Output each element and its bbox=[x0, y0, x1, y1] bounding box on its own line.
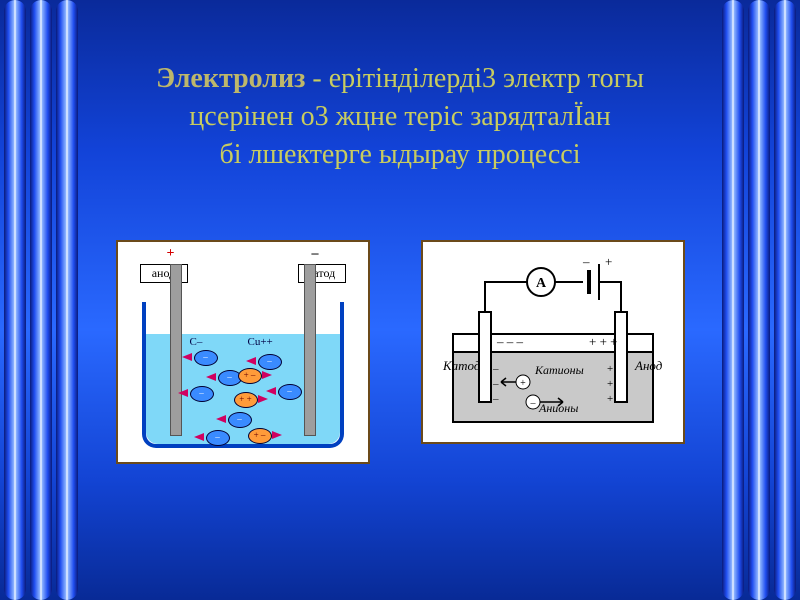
anode-signs: + + + bbox=[589, 334, 618, 349]
chloride-label: C– bbox=[190, 336, 203, 348]
curtain-pipe bbox=[56, 0, 78, 600]
curtain-pipe bbox=[30, 0, 52, 600]
circuit-svg: A – + – – – + + + Катод Анод Катионы Ани… bbox=[423, 242, 683, 442]
positive-ion: + – bbox=[248, 428, 272, 444]
cathode-rod bbox=[479, 312, 491, 402]
cathode-charges: – bbox=[492, 363, 499, 375]
wire-right bbox=[613, 282, 621, 312]
ion-arrow-left bbox=[194, 433, 204, 441]
ion-arrow-left bbox=[182, 353, 192, 361]
right-curtain bbox=[728, 0, 800, 600]
anion-sign: – bbox=[529, 398, 536, 409]
anode-charges: + bbox=[607, 363, 613, 375]
cathode-minus-sign: – bbox=[312, 246, 319, 262]
wire-left bbox=[485, 282, 527, 312]
cathode-signs: – – – bbox=[496, 334, 524, 349]
slide-stage: Электролиз - ерітінділерді3 электр тогы … bbox=[0, 0, 800, 600]
electrolysis-color-diagram: + – анод катод C– Cu++ –––––––+ –+ ++ – bbox=[116, 240, 370, 464]
electrolysis-circuit-diagram: A – + – – – + + + Катод Анод Катионы Ани… bbox=[421, 240, 685, 444]
curtain-pipe bbox=[4, 0, 26, 600]
anode-charges: + bbox=[607, 378, 613, 390]
curtain-pipe bbox=[722, 0, 744, 600]
title-def-2: цсерінен о3 жцне теріс зарядталЇан bbox=[189, 101, 611, 132]
title-dash: - bbox=[305, 63, 328, 94]
title-def-3: бі лшектерге ыдырау процессі bbox=[219, 139, 580, 170]
slide-title: Электролиз - ерітінділерді3 электр тогы … bbox=[90, 60, 710, 173]
battery-plus: + bbox=[605, 254, 612, 269]
anions-label: Анионы bbox=[538, 401, 578, 415]
negative-ion: – bbox=[194, 350, 218, 366]
ion-arrow-right bbox=[258, 395, 268, 403]
anode-rod bbox=[615, 312, 627, 402]
cathode-charges: – bbox=[492, 378, 499, 390]
positive-ion: + – bbox=[238, 368, 262, 384]
negative-ion: – bbox=[228, 412, 252, 428]
anode-plus-sign: + bbox=[167, 246, 175, 262]
title-term: Электролиз bbox=[156, 63, 305, 94]
anode-text: Анод bbox=[634, 358, 663, 373]
ammeter-letter: A bbox=[535, 276, 546, 291]
ion-arrow-left bbox=[216, 415, 226, 423]
ion-arrow-left bbox=[266, 387, 276, 395]
curtain-pipe bbox=[774, 0, 796, 600]
copper-label: Cu++ bbox=[248, 336, 273, 348]
battery-minus: – bbox=[582, 254, 590, 269]
ion-arrow-right bbox=[262, 371, 272, 379]
negative-ion: – bbox=[206, 430, 230, 446]
cations-label: Катионы bbox=[534, 363, 584, 377]
anode-electrode bbox=[170, 264, 182, 436]
ion-arrow-right bbox=[272, 431, 282, 439]
cation-sign: + bbox=[520, 378, 526, 389]
ion-arrow-left bbox=[178, 389, 188, 397]
cathode-charges: – bbox=[492, 393, 499, 405]
title-def-1: ерітінділерді3 электр тогы bbox=[329, 63, 644, 94]
anode-charges: + bbox=[607, 393, 613, 405]
negative-ion: – bbox=[278, 384, 302, 400]
negative-ion: – bbox=[258, 354, 282, 370]
cathode-electrode bbox=[304, 264, 316, 436]
positive-ion: + + bbox=[234, 392, 258, 408]
figures-row: + – анод катод C– Cu++ –––––––+ –+ ++ – bbox=[90, 240, 710, 464]
ion-arrow-left bbox=[206, 373, 216, 381]
left-curtain bbox=[0, 0, 72, 600]
curtain-pipe bbox=[748, 0, 770, 600]
cathode-text: Катод bbox=[442, 358, 481, 373]
negative-ion: – bbox=[190, 386, 214, 402]
ion-arrow-left bbox=[246, 357, 256, 365]
